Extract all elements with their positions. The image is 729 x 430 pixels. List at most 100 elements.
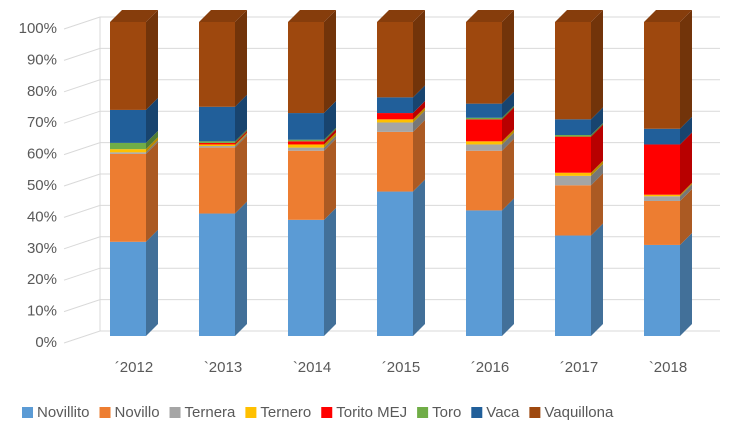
bar [377, 119, 413, 123]
bar [288, 219, 324, 336]
bar-side [680, 182, 692, 197]
bar-side [235, 94, 247, 142]
bar-side [413, 101, 425, 120]
bar-side [502, 105, 514, 120]
bar-segment [199, 10, 247, 107]
bar-side [413, 107, 425, 123]
bar [644, 194, 680, 197]
legend-label: Vaquillona [544, 404, 614, 421]
legend-swatch [169, 407, 181, 418]
legend-swatch [22, 407, 33, 418]
bar-segment [644, 10, 692, 129]
bar [199, 213, 235, 336]
bar-side [591, 123, 603, 137]
bar [199, 106, 235, 142]
bar-side [235, 132, 247, 147]
legend-swatch [417, 407, 429, 418]
bar-side [413, 85, 425, 114]
bar-side [591, 173, 603, 236]
bar-segment [377, 10, 425, 98]
bar-side [324, 135, 336, 151]
bar-segment [377, 179, 425, 336]
bar-segment [110, 140, 158, 154]
bar [555, 185, 591, 236]
bar [555, 172, 591, 176]
bar-segment [466, 198, 514, 336]
bar-side [146, 140, 158, 154]
y-tick-label: 90% [27, 51, 57, 68]
bar-side [324, 127, 336, 142]
bar [555, 175, 591, 186]
bar-side [502, 107, 514, 142]
bar-segment [555, 123, 603, 137]
bar-top [555, 10, 603, 22]
bar [555, 135, 591, 137]
bar-side [324, 138, 336, 220]
bar-side [235, 134, 247, 148]
bar [377, 131, 413, 192]
bar-side [324, 129, 336, 145]
bar-segment [644, 184, 692, 201]
bar-segment [288, 135, 336, 151]
bar-side [502, 91, 514, 118]
bar [110, 241, 146, 336]
bar-side [235, 135, 247, 214]
bar-side [502, 129, 514, 145]
bar-segment [288, 10, 336, 114]
bar-segment [110, 229, 158, 336]
legend-swatch [245, 407, 257, 418]
bar [288, 147, 324, 151]
bar [644, 196, 680, 201]
bar-side [235, 130, 247, 145]
bar [644, 22, 680, 129]
bar-segment [288, 127, 336, 142]
bar-segment [377, 110, 425, 132]
bar [288, 113, 324, 140]
bar [644, 244, 680, 336]
bar-segment [110, 141, 158, 242]
bar [555, 235, 591, 336]
bar-side [591, 163, 603, 186]
bar [199, 141, 235, 143]
bar-side [591, 10, 603, 120]
y-tick-label: 20% [27, 271, 57, 288]
y-tick-label: 80% [27, 83, 57, 100]
bar [555, 22, 591, 120]
bar [644, 128, 680, 145]
bar-side [324, 101, 336, 140]
legend-label: Novillo [115, 404, 160, 421]
bar-side [680, 116, 692, 145]
bar-segment [199, 130, 247, 145]
bar [288, 139, 324, 142]
bar-side [146, 10, 158, 110]
bar-side [413, 119, 425, 192]
bar [466, 103, 502, 118]
bar [110, 109, 146, 143]
bar-segment [466, 129, 514, 145]
bar-segment [466, 10, 514, 104]
bar-side [146, 137, 158, 153]
legend-label: Ternera [185, 404, 237, 421]
bar-segment [555, 124, 603, 173]
bar-segment [288, 138, 336, 220]
bar [466, 210, 502, 336]
bar-top [288, 10, 336, 22]
bar [110, 142, 146, 150]
bar-side [324, 10, 336, 114]
bar-side [680, 232, 692, 336]
bar-segment [199, 201, 247, 336]
bar-segment [644, 116, 692, 145]
y-tick-label: 70% [27, 114, 57, 131]
bar [466, 144, 502, 151]
bar [288, 141, 324, 145]
bar-segment [555, 107, 603, 136]
bar-side [324, 132, 336, 148]
bar-segment [555, 163, 603, 186]
bar-top [199, 10, 247, 22]
bar-segment [288, 129, 336, 145]
bar [644, 200, 680, 245]
x-tick-label: ´2012 [115, 359, 153, 376]
bar [377, 122, 413, 132]
bar-side [324, 207, 336, 336]
